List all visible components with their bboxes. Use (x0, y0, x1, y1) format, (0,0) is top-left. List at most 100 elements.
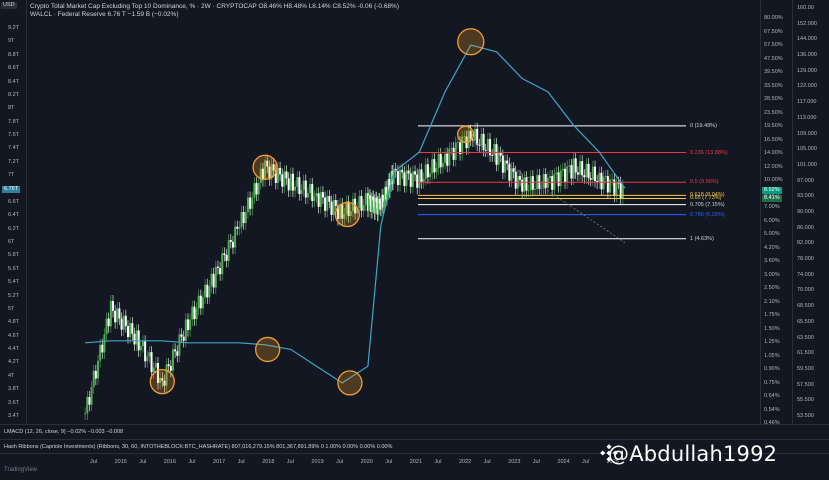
dominance-candle (341, 197, 344, 226)
dominance-candle (321, 186, 324, 205)
dominance-candle (176, 345, 179, 363)
dominance-candle (381, 188, 384, 214)
dominance-candle (497, 146, 500, 172)
dominance-candle (126, 320, 129, 344)
dominance-candle (184, 313, 187, 348)
index-axis-tick: 144.000 (797, 36, 817, 43)
right-index-axis[interactable]: 160.00 152.000 144.000 136.000 129.000 122.00… (792, 0, 829, 424)
dominance-candle (90, 381, 93, 412)
dominance-candle (429, 167, 432, 184)
left-axis-tick: 4.6T (8, 332, 20, 339)
dominance-candle (439, 147, 442, 174)
time-axis-tick: Jul (385, 459, 393, 465)
left-price-axis[interactable]: USD 9.2T 9T 8.8T 8.6T 8.4T 8.2T 8T 7.8T 7.6T 7.4T… (0, 0, 27, 424)
price-chart[interactable] (0, 0, 829, 424)
index-axis-tick: 63.500 (797, 334, 814, 341)
dominance-candle (474, 122, 477, 148)
dominance-candle (208, 280, 211, 304)
time-axis-tick: Jul (286, 459, 294, 465)
index-axis-tick: 68.500 (797, 303, 814, 310)
pct-axis-tick: 47.50% (764, 55, 783, 62)
dominance-candle (302, 174, 305, 197)
dominance-candle (435, 162, 438, 179)
dominance-candle (452, 141, 455, 167)
index-axis-tick: 160.00 (797, 5, 814, 11)
dominance-candle (253, 177, 256, 205)
time-axis-tick: 2016 (163, 459, 177, 465)
pct-axis-tick: 0.46% (764, 420, 780, 426)
binance-logo-icon (600, 444, 618, 462)
highlight-circle (457, 28, 485, 56)
dominance-candle (216, 260, 219, 275)
dominance-candle (306, 187, 309, 205)
dominance-current-tag: 8.52% (762, 187, 782, 194)
highlight-circle (334, 201, 361, 228)
left-axis-tick: 8.6T (8, 65, 20, 72)
left-axis-tick: 9.2T (8, 25, 20, 31)
pct-axis-tick: 4.20% (764, 244, 780, 251)
dominance-candle (379, 197, 382, 217)
left-axis-tick: 6.4T (8, 212, 20, 219)
dominance-candle (328, 190, 331, 209)
time-axis-tick: 2025 (606, 459, 619, 465)
legend-line-1[interactable]: Crypto Total Market Cap Excluding Top 10… (30, 3, 399, 10)
dominance-candle (506, 154, 509, 171)
index-axis-tick: 82.000 (797, 240, 814, 247)
index-axis-tick: 90.000 (797, 209, 814, 215)
dominance-candle (287, 172, 290, 197)
dominance-candle (148, 346, 151, 364)
pct-axis-tick: 0.75% (764, 379, 780, 386)
lmacd-pane[interactable]: LMACD (12, 26, close, 9) −0.02% −0.003 −… (0, 424, 829, 439)
left-axis-tick: 4.8T (8, 319, 20, 326)
left-axis-tick: 7.8T (8, 118, 20, 125)
dominance-candle (489, 132, 492, 162)
dominance-candle (332, 194, 335, 222)
pct-axis-tick: 28.50% (764, 96, 783, 102)
dominance-candle (358, 189, 361, 215)
dominance-candle (242, 205, 245, 230)
dominance-candle (411, 165, 414, 194)
dominance-candle (555, 166, 558, 181)
dominance-candle (576, 166, 579, 182)
dominance-candle (604, 170, 607, 184)
trend-line-dashed[interactable] (470, 138, 626, 244)
dominance-candle (418, 163, 421, 195)
dominance-candle (486, 132, 489, 157)
dominance-candle (296, 171, 299, 194)
highlight-circle (255, 336, 281, 363)
tradingview-brand[interactable]: TradingView (4, 467, 38, 473)
right-pct-axis[interactable]: 80.00% 67.50% 57.50% 47.50% 39.50% 33.50% 28.5… (760, 0, 793, 426)
dominance-second-tag: 8.41% (762, 195, 782, 202)
time-axis-tick: 2024 (557, 459, 570, 465)
dominance-candle (238, 220, 241, 236)
index-axis-tick: 61.500 (797, 350, 814, 357)
dominance-candle (414, 165, 417, 182)
dominance-candle (191, 300, 194, 327)
legend-line-2[interactable]: WALCL · Federal Reserve 6.76 T −1.59 B (… (30, 11, 179, 18)
time-axis[interactable]: Jul 2015 Jul 2016 Jul 2017 Jul 2018 Jul 2019 Jul 20… (0, 453, 829, 480)
pct-axis-tick: 3.00% (764, 271, 780, 278)
dominance-candle (360, 189, 363, 218)
highlight-circle (337, 370, 363, 396)
dominance-candle (405, 164, 408, 193)
fib-level-label: 0.618 (8.04%) (690, 192, 725, 199)
dominance-candle (564, 162, 567, 189)
hash-ribbons-pane[interactable]: Hash Ribbons (Capriole Investments) (Rib… (0, 439, 829, 454)
time-axis-tick: 2017 (213, 459, 226, 465)
time-axis-tick: Jul (336, 459, 344, 465)
dominance-candle (583, 169, 586, 184)
dominance-candle (493, 138, 496, 162)
dominance-candle (461, 130, 464, 161)
dominance-candle (268, 160, 271, 186)
dominance-candle (370, 192, 373, 219)
left-axis-tick: 7T (8, 172, 15, 179)
index-axis-tick: 105.000 (797, 146, 817, 153)
dominance-candle (611, 173, 614, 187)
currency-badge[interactable]: USD (1, 2, 17, 9)
dominance-candle (504, 154, 507, 180)
dominance-candle (266, 154, 269, 174)
pct-axis-tick: 7.00% (764, 204, 780, 210)
dominance-candle (422, 172, 425, 189)
dominance-candle (409, 167, 412, 194)
